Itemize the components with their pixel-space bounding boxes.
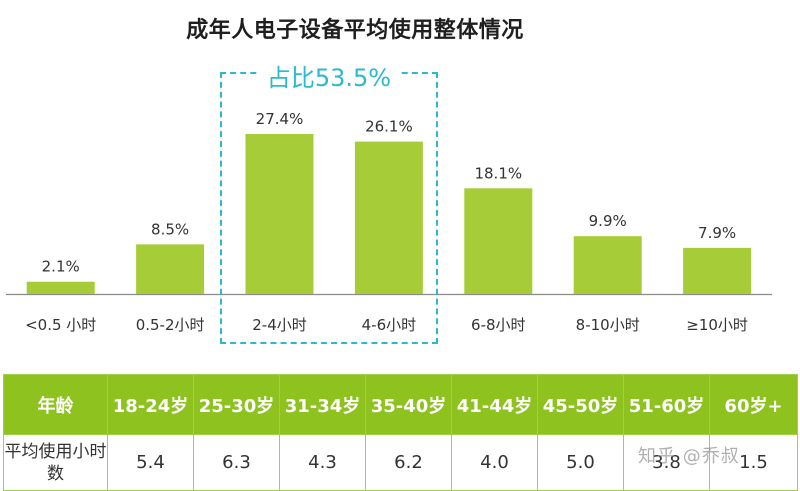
x-tick-label: ≥10小时 [686,316,748,334]
table-header-cell: 35-40岁 [365,374,452,435]
table-header-cell: 31-34岁 [279,374,366,435]
table-cell: 3.8 [623,434,710,491]
table-row-label: 平均使用小时数 [3,434,108,491]
table-cell: 5.0 [537,434,624,491]
data-label: 26.1% [365,118,413,136]
x-tick-label: 4-6小时 [362,316,417,334]
bar [136,244,205,294]
table-cell: 5.4 [107,434,194,491]
data-label: 9.9% [589,212,627,230]
table-header-cell: 18-24岁 [107,374,194,435]
x-tick-label: 8-10小时 [576,316,640,334]
bar [354,141,423,294]
table-cell: 6.2 [365,434,452,491]
bar [573,236,642,294]
highlight-label: 占比53.5% [220,58,438,93]
table-cell: 4.0 [451,434,538,491]
table-header-cell: 60岁+ [709,374,798,435]
table-cell: 4.3 [279,434,366,491]
data-label: 7.9% [698,224,736,242]
table-cell: 6.3 [193,434,280,491]
table-header-cell: 41-44岁 [451,374,538,435]
data-label: 2.1% [42,258,80,276]
x-tick-label: 2-4小时 [252,316,307,334]
bar [464,188,533,294]
table-header-cell: 25-30岁 [193,374,280,435]
bar [26,281,95,294]
table-header-row: 年龄 18-24岁 25-30岁 31-34岁 35-40岁 41-44岁 45… [3,374,798,435]
chart-title: 成年人电子设备平均使用整体情况 [186,18,524,43]
bar [683,247,752,294]
bar [245,133,314,294]
highlight-box [220,72,438,344]
table-row: 平均使用小时数 5.4 6.3 4.3 6.2 4.0 5.0 3.8 1.5 [3,434,798,491]
table-cell: 1.5 [709,434,798,491]
age-usage-table: 年龄 18-24岁 25-30岁 31-34岁 35-40岁 41-44岁 45… [3,374,798,491]
x-tick-label: 0.5-2小时 [136,316,205,334]
table-header-label: 年龄 [3,374,108,435]
data-label: 8.5% [151,220,189,238]
x-tick-label: <0.5 小时 [25,316,96,334]
table-header-cell: 51-60岁 [623,374,710,435]
watermark: 知乎 @乔叔 [638,446,740,467]
table-header-cell: 45-50岁 [537,374,624,435]
x-tick-label: 6-8小时 [471,316,526,334]
data-label: 27.4% [256,110,304,128]
bar-chart: 2.1% <0.5 小时 8.5% 0.5-2小时 27.4% 2-4小时 26.1% 4-6… [6,110,772,334]
data-label: 18.1% [474,164,522,182]
